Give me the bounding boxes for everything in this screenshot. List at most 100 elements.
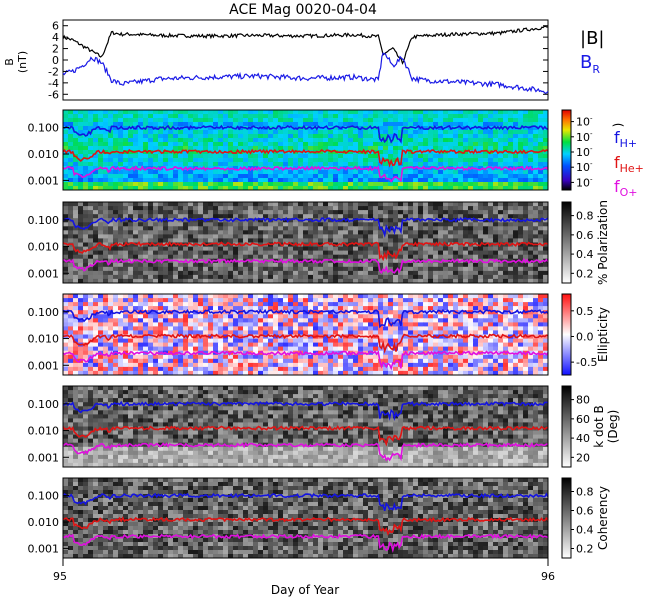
spectrogram-cell (128, 214, 134, 219)
spectrogram-cell (368, 186, 374, 190)
spectrogram-cell (98, 210, 104, 215)
spectrogram-cell (88, 294, 94, 299)
spectrogram-cell (183, 274, 189, 280)
spectrogram-cell (473, 318, 479, 323)
spectrogram-cell (513, 314, 519, 319)
spectrogram-cell (273, 274, 279, 280)
spectrogram-cell (133, 182, 139, 187)
spectrogram-cell (208, 178, 214, 183)
spectrogram-cell (178, 230, 184, 235)
spectrogram-cell (143, 274, 149, 280)
spectrogram-cell (243, 206, 249, 211)
spectrogram-cell (123, 294, 129, 299)
spectrogram-cell (363, 162, 369, 167)
spectrogram-cell (183, 230, 189, 235)
spectrogram-cell (538, 234, 544, 239)
spectrogram-cell (193, 278, 199, 283)
spectrogram-cell (423, 250, 429, 256)
spectrogram-cell (328, 134, 334, 139)
ytick-label: 0.100 (28, 122, 60, 135)
spectrogram-cell (188, 294, 194, 299)
spectrogram-cell (458, 110, 464, 115)
spectrogram-cell (348, 314, 354, 319)
spectrogram-cell (158, 254, 164, 260)
spectrogram-cell (418, 230, 424, 235)
spectrogram-cell (273, 210, 279, 215)
spectrogram-cell (238, 162, 244, 167)
spectrogram-cell (533, 262, 539, 268)
spectrogram-cell (448, 118, 454, 123)
spectrogram-cell (218, 162, 224, 167)
spectrogram-cell (503, 266, 509, 272)
spectrogram-cell (248, 206, 254, 211)
spectrogram-cell (433, 314, 439, 319)
spectrogram-cell (163, 114, 169, 119)
spectrogram-cell (368, 146, 374, 151)
spectrogram-cell (458, 134, 464, 139)
spectrogram-cell (398, 170, 404, 175)
spectrogram-cell (398, 306, 404, 311)
spectrogram-cell (73, 202, 79, 207)
spectrogram-cell (468, 302, 474, 307)
spectrogram-cell (318, 254, 324, 260)
spectrogram-cell (278, 138, 284, 143)
spectrogram-cell (313, 242, 319, 248)
spectrogram-cell (383, 150, 389, 155)
spectrogram-cell (463, 270, 469, 276)
spectrogram-cell (208, 314, 214, 319)
spectrogram-cell (528, 158, 534, 163)
spectrogram-cell (398, 310, 404, 315)
spectrogram-cell (528, 270, 534, 276)
spectrogram-cell (238, 314, 244, 319)
spectrogram-cell (158, 262, 164, 268)
spectrogram-cell (208, 206, 214, 211)
spectrogram-cell (493, 162, 499, 167)
spectrogram-cell (523, 134, 529, 139)
spectrogram-cell (333, 162, 339, 167)
spectrogram-cell (403, 270, 409, 276)
spectrogram-cell (308, 138, 314, 143)
spectrogram-cell (523, 274, 529, 280)
spectrogram-cell (83, 162, 89, 167)
spectrogram-cell (343, 230, 349, 235)
spectrogram-cell (513, 154, 519, 159)
spectrogram-cell (168, 154, 174, 159)
spectrogram-cell (163, 202, 169, 207)
spectrogram-cell (243, 298, 249, 303)
spectrogram-cell (443, 170, 449, 175)
spectrogram-cell (323, 114, 329, 119)
spectrogram-cell (438, 222, 444, 227)
spectrogram-cell (343, 210, 349, 215)
spectrogram-cell (483, 174, 489, 179)
spectrogram-cell (393, 218, 399, 223)
spectrogram-cell (393, 278, 399, 283)
spectrogram-cell (228, 146, 234, 151)
spectrogram-cell (68, 138, 74, 143)
spectrogram-cell (388, 174, 394, 179)
spectrogram-cell (473, 138, 479, 143)
spectrogram-cell (288, 246, 294, 252)
spectrogram-cell (93, 326, 99, 331)
spectrogram-cell (543, 274, 548, 280)
spectrogram-cell (343, 130, 349, 135)
spectrogram-cell (518, 330, 524, 335)
spectrogram-cell (473, 142, 479, 147)
spectrogram-cell (203, 250, 209, 256)
spectrogram-cell (193, 114, 199, 119)
spectrogram-cell (278, 234, 284, 239)
spectrogram-cell (138, 234, 144, 239)
spectrogram-cell (538, 122, 544, 127)
spectrogram-cell (333, 126, 339, 131)
spectrogram-cell (378, 178, 384, 183)
spectrogram-cell (173, 310, 179, 315)
spectrogram-cell (458, 222, 464, 227)
spectrogram-cell (313, 278, 319, 283)
spectrogram-cell (73, 278, 79, 283)
spectrogram-cell (353, 230, 359, 235)
spectrogram-cell (358, 206, 364, 211)
spectrogram-cell (403, 262, 409, 268)
spectrogram-cell (408, 254, 414, 260)
spectrogram-cell (183, 214, 189, 219)
spectrogram-cell (308, 262, 314, 268)
spectrogram-cell (63, 322, 69, 327)
